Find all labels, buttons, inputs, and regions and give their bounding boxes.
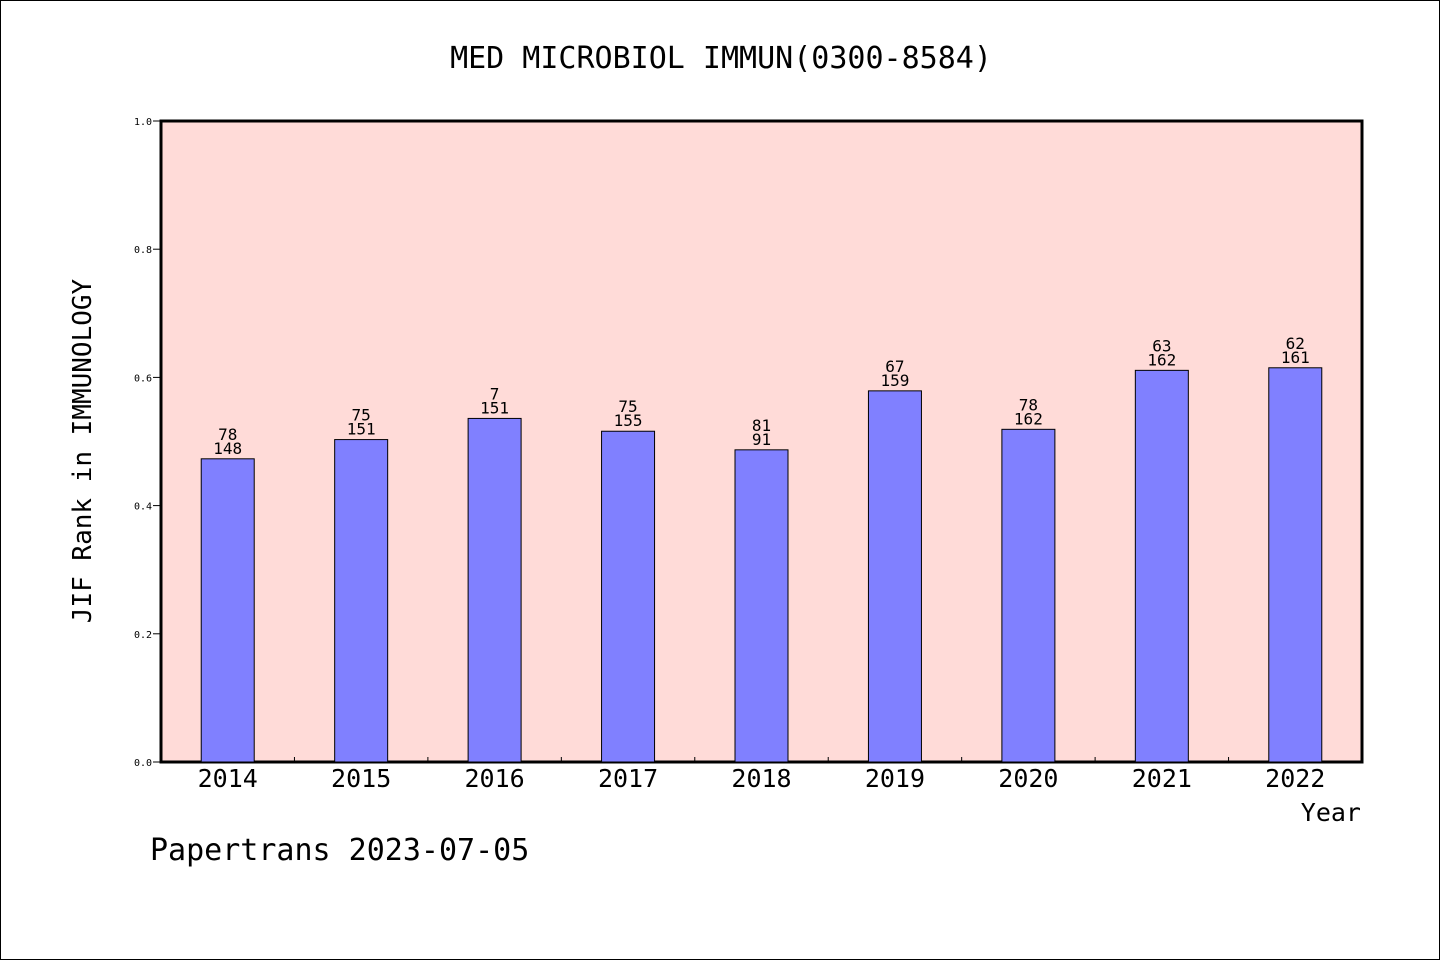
x-tick-label: 2017 xyxy=(598,764,658,793)
x-axis-label: Year xyxy=(1301,798,1361,827)
bar-2020 xyxy=(1001,428,1056,763)
y-tick-label: 0.4 xyxy=(134,502,152,513)
chart-title: MED MICROBIOL IMMUN(0300-8584) xyxy=(450,41,992,76)
x-tick-label: 2018 xyxy=(731,764,791,793)
y-tick-label: 0.0 xyxy=(134,758,152,769)
x-tick-label: 2021 xyxy=(1132,764,1192,793)
bar-2022 xyxy=(1268,367,1323,763)
bar-rank-label: 63 xyxy=(1152,336,1171,355)
bar-total-label: 159 xyxy=(880,371,909,390)
bar-total-label: 155 xyxy=(614,411,643,430)
bar-rank-label: 7 xyxy=(490,384,500,403)
bar-rank-label: 67 xyxy=(885,357,904,376)
x-tick-label: 2019 xyxy=(865,764,925,793)
bar-rank-label: 78 xyxy=(1019,395,1038,414)
y-tick-label: 0.6 xyxy=(134,373,152,384)
bar-total-label: 151 xyxy=(347,420,376,439)
bar-2021 xyxy=(1134,369,1189,763)
bar-2018 xyxy=(734,449,789,763)
bar-2014 xyxy=(200,458,255,763)
bar-rank-label: 81 xyxy=(752,416,771,435)
bar-rank-label: 75 xyxy=(618,397,637,416)
y-tick-label: 0.2 xyxy=(134,630,152,641)
bar-rank-label: 75 xyxy=(352,406,371,425)
bar-total-label: 162 xyxy=(1147,350,1176,369)
bar-total-label: 148 xyxy=(213,439,242,458)
bar-total-label: 162 xyxy=(1014,409,1043,428)
bar-2015 xyxy=(334,439,389,763)
x-tick-label: 2022 xyxy=(1265,764,1325,793)
x-tick-label: 2014 xyxy=(198,764,258,793)
y-tick-label: 0.8 xyxy=(134,245,152,256)
bar-total-label: 161 xyxy=(1281,348,1310,367)
bar-2019 xyxy=(867,390,922,763)
x-tick-label: 2015 xyxy=(331,764,391,793)
footer-watermark: Papertrans 2023-07-05 xyxy=(150,833,530,868)
bar-total-label: 91 xyxy=(752,430,771,449)
x-tick-label: 2020 xyxy=(998,764,1058,793)
bar-2017 xyxy=(601,430,656,763)
y-axis-label: JIF Rank in IMMUNOLOGY xyxy=(68,278,98,623)
bar-rank-label: 78 xyxy=(218,425,237,444)
bars-layer xyxy=(200,367,1323,763)
axis-ticks-layer: 2014 2015 2016 2017 2018 2019 2020 2021 2022 0.0 0… xyxy=(134,117,1325,793)
bar-2016 xyxy=(467,417,522,763)
bar-rank-label: 62 xyxy=(1286,334,1305,353)
x-tick-label: 2016 xyxy=(465,764,525,793)
bar-total-label: 151 xyxy=(480,398,509,417)
y-tick-label: 1.0 xyxy=(134,117,152,128)
